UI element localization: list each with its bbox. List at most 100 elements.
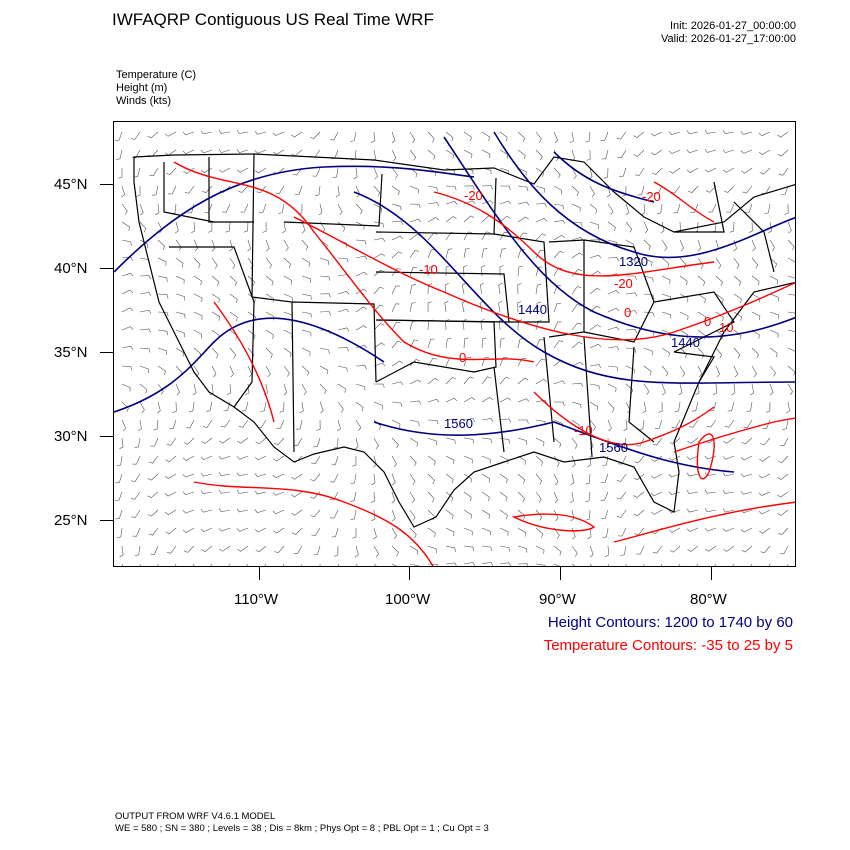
wind-barb: [165, 149, 177, 156]
wind-barb: [479, 282, 484, 295]
wind-barb: [787, 563, 789, 566]
wind-barb: [118, 168, 123, 179]
wind-barb: [705, 545, 717, 552]
wind-barb: [318, 203, 323, 216]
wind-barb: [319, 311, 331, 316]
wind-barb: [499, 473, 508, 484]
wind-barb: [535, 527, 544, 538]
wind-barb: [352, 455, 357, 467]
lat-label-30n: 30°N: [54, 428, 88, 445]
wind-barb: [332, 167, 339, 179]
wind-barb: [642, 401, 647, 414]
wind-barb: [409, 491, 416, 504]
wind-barb: [116, 149, 123, 160]
wind-barb: [671, 419, 681, 429]
wind-barb: [204, 203, 213, 213]
init-time: Init: 2026-01-27_00:00:00: [670, 20, 796, 32]
wind-barb: [319, 293, 331, 298]
wind-barb: [758, 473, 771, 479]
wind-barb: [733, 293, 742, 304]
wind-barb: [427, 527, 436, 538]
wind-barb: [587, 527, 592, 540]
wind-barb: [373, 237, 386, 242]
wind-barb: [115, 509, 123, 520]
wind-barb: [409, 509, 416, 521]
wind-barb: [183, 167, 195, 174]
wind-barb: [255, 437, 267, 445]
wind-barb: [535, 283, 542, 295]
wind-barb: [272, 473, 285, 479]
temperature-contour-label: 0: [704, 314, 711, 329]
wind-barb: [445, 491, 454, 502]
wind-barb: [153, 419, 159, 431]
wind-barb: [481, 149, 491, 159]
wind-barb: [313, 545, 321, 556]
wind-barb: [704, 455, 717, 460]
wind-barb: [787, 383, 793, 396]
wind-barb: [371, 473, 376, 486]
wind-barb: [481, 376, 492, 385]
wind-barb: [499, 545, 510, 552]
wind-barb: [463, 357, 472, 367]
wind-barb: [139, 309, 152, 314]
wind-barb: [553, 473, 559, 486]
wind-barb: [668, 491, 681, 495]
wind-barb: [750, 383, 755, 396]
wind-barb: [722, 130, 735, 134]
wind-barb: [139, 221, 147, 233]
wind-barb: [553, 131, 559, 144]
wind-barb: [258, 203, 267, 213]
wind-barb: [759, 167, 771, 175]
wind-barb: [517, 377, 529, 385]
wind-barb: [777, 455, 789, 463]
wind-barb: [617, 149, 627, 159]
temperature-contour-label: 10: [719, 320, 733, 335]
wind-barb: [283, 293, 293, 302]
wind-barb: [301, 347, 311, 356]
wind-barb: [373, 545, 379, 558]
wind-barb: [121, 256, 133, 261]
wind-barb: [616, 473, 627, 482]
wind-barb: [354, 545, 359, 558]
wind-barb: [661, 365, 669, 377]
wind-barb: [272, 509, 285, 515]
wind-barb: [535, 149, 543, 161]
wind-barb: [184, 185, 195, 194]
wind-barb: [461, 282, 466, 295]
wind-barb: [183, 545, 195, 553]
wind-barb: [499, 418, 512, 423]
wind-barb: [463, 337, 469, 349]
wind-barb: [391, 455, 397, 468]
wind-barb: [589, 185, 595, 198]
wind-barb: [427, 545, 437, 554]
wind-barb: [463, 527, 473, 536]
wind-barb: [643, 257, 653, 267]
wind-barb: [427, 149, 436, 160]
wind-barb: [373, 323, 385, 331]
wind-barb: [787, 275, 795, 279]
wind-barb: [237, 437, 249, 444]
wind-barb: [164, 473, 177, 479]
wind-barb: [704, 129, 717, 134]
wind-barb: [643, 221, 649, 234]
wind-barb: [571, 545, 578, 557]
wind-barb: [670, 185, 681, 194]
wind-barb: [218, 455, 231, 460]
wind-barb: [722, 455, 735, 460]
chart-title: IWFAQRP Contiguous US Real Time WRF: [112, 10, 434, 29]
wind-barb: [517, 398, 530, 403]
wind-barb: [201, 437, 213, 444]
wind-barb: [282, 563, 285, 566]
wind-barb: [427, 491, 435, 503]
wind-barb: [607, 326, 620, 331]
wind-barb: [625, 347, 637, 353]
wind-barb: [661, 347, 670, 357]
wind-barb: [156, 401, 161, 414]
wind-barb: [139, 383, 148, 394]
wind-barb: [759, 527, 771, 534]
wind-barb: [535, 491, 542, 503]
wind-barb: [355, 203, 363, 215]
wind-barb: [481, 473, 491, 483]
wind-barb: [370, 491, 375, 503]
wind-barb: [301, 365, 310, 376]
